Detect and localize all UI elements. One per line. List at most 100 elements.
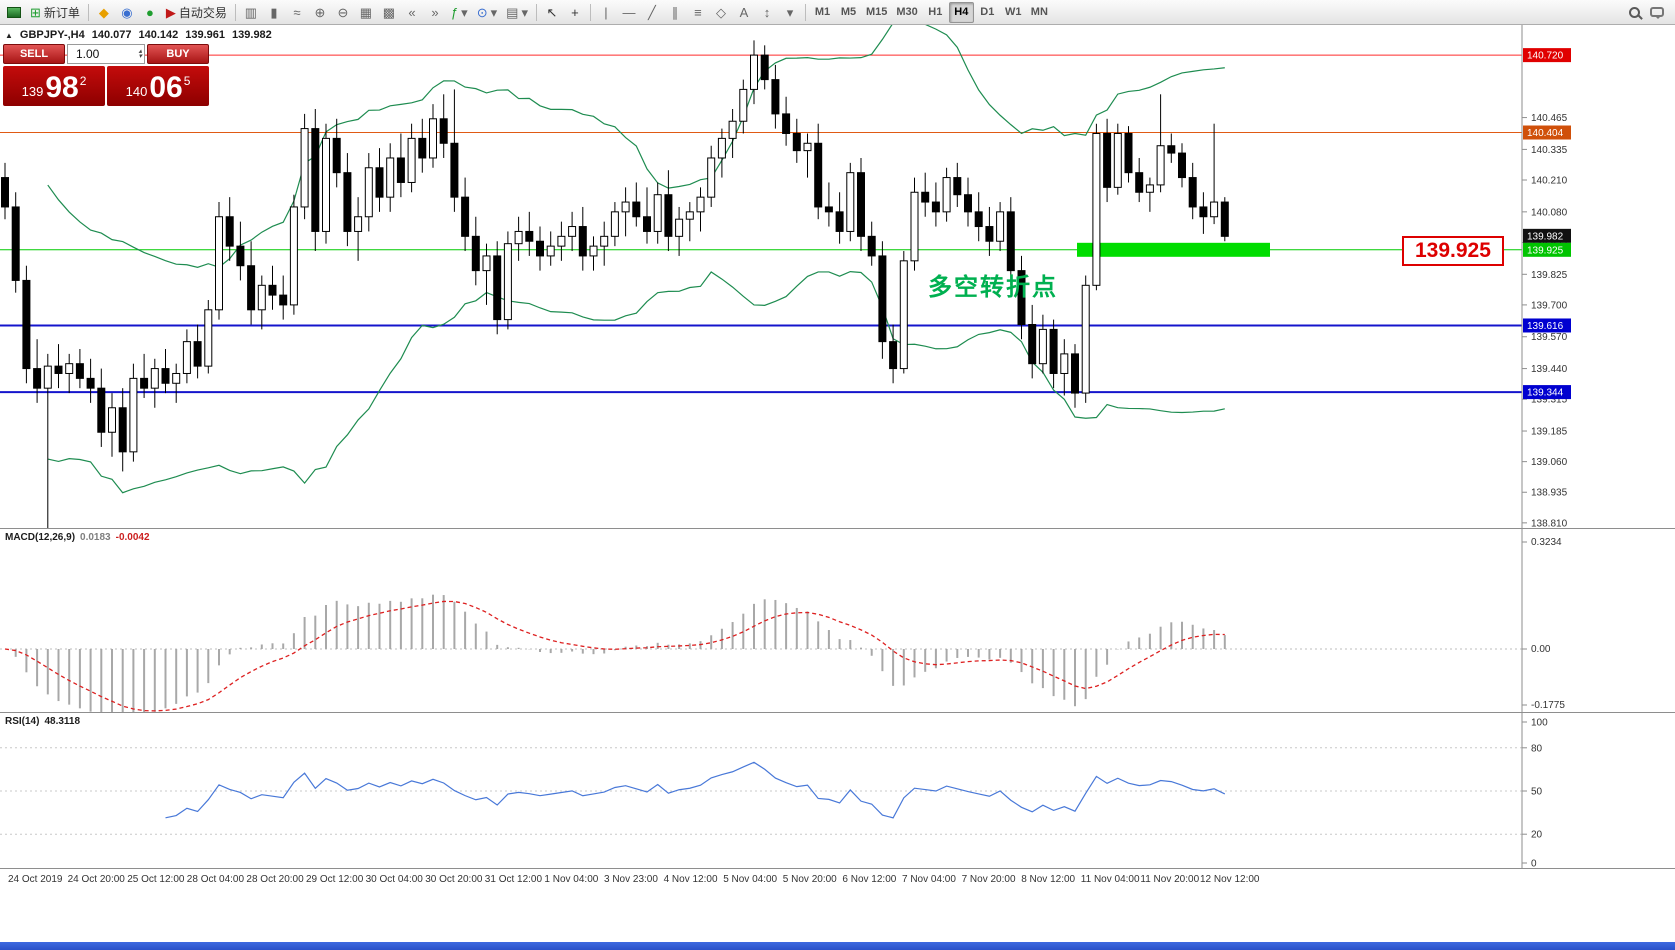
vertical-line-tool-button[interactable]: | — [595, 2, 617, 23]
fibonacci-tool-button[interactable]: ≡ — [687, 2, 709, 23]
toolbar-separator — [804, 3, 806, 21]
trendline-tool-button[interactable]: ╱ — [641, 2, 663, 23]
rsi-scale-label: 0 — [1531, 859, 1537, 869]
time-axis-label: 1 Nov 04:00 — [544, 874, 599, 885]
timeframe-mn-button[interactable]: MN — [1030, 6, 1048, 18]
text-tool-button[interactable]: A — [733, 2, 755, 23]
price-tick-label: 140.080 — [1531, 207, 1568, 218]
macd-chart[interactable]: 0.3234 0.00 -0.1775 — [0, 529, 1675, 712]
volume-spinner[interactable]: ▴ ▾ — [138, 48, 142, 60]
shapes-icon: ◇ — [715, 4, 726, 20]
bid-price-button[interactable]: 139 98 2 — [3, 66, 105, 106]
timeframe-m1-button[interactable]: M1 — [814, 6, 831, 18]
spinner-down-icon[interactable]: ▾ — [138, 53, 142, 60]
indicators-icon: ƒ — [450, 4, 459, 20]
ask-point: 5 — [183, 74, 191, 88]
time-axis-label: 30 Oct 04:00 — [365, 874, 423, 885]
horizontal-line-icon: — — [622, 4, 636, 20]
high-value: 140.142 — [138, 29, 179, 41]
timeframe-m30-button[interactable]: M30 — [896, 6, 918, 18]
new-order-icon: ⊞ — [30, 4, 41, 20]
price-tick-label: 138.810 — [1531, 518, 1568, 528]
timeframe-h4-button[interactable]: H4 — [948, 1, 974, 23]
cursor-tool-button[interactable]: ↖ — [541, 2, 563, 23]
metaeditor-button[interactable]: ◆ — [93, 2, 115, 23]
auto-scroll-button[interactable]: » — [424, 2, 446, 23]
collapse-panel-icon[interactable]: ▲ — [5, 30, 13, 40]
candles-layer — [1, 40, 1229, 528]
time-axis-label: 25 Oct 12:00 — [127, 874, 185, 885]
terminal-logo-button[interactable] — [3, 2, 25, 23]
timeframe-h1-button[interactable]: H1 — [928, 6, 943, 18]
rsi-scale-label: 80 — [1531, 743, 1543, 754]
spinner-up-icon[interactable]: ▴ — [138, 48, 142, 55]
time-axis-label: 6 Nov 12:00 — [842, 874, 897, 885]
ask-price-button[interactable]: 140 06 5 — [107, 66, 209, 106]
sell-button[interactable]: SELL — [3, 44, 65, 64]
chart-shift-button[interactable]: « — [401, 2, 423, 23]
cascade-windows-button[interactable]: ▩ — [378, 2, 400, 23]
support-highlight-band[interactable] — [1077, 242, 1270, 257]
chat-icon[interactable] — [1650, 7, 1664, 19]
price-marker-text: 139.616 — [1527, 321, 1564, 332]
fibonacci-icon: ≡ — [694, 4, 702, 20]
chevron-down-icon: ▾ — [786, 4, 794, 20]
timeframe-m5-button[interactable]: M5 — [840, 6, 857, 18]
candlestick-chart[interactable]: 140.465140.335140.210140.080139.955139.8… — [0, 25, 1675, 528]
open-value: 140.077 — [91, 29, 132, 41]
toolbar-separator — [589, 3, 591, 21]
macd-signal-value: -0.0042 — [115, 532, 150, 543]
buy-button[interactable]: BUY — [147, 44, 209, 64]
rsi-chart[interactable]: 100 80 50 20 0 — [0, 713, 1675, 868]
volume-value: 1.00 — [76, 47, 100, 61]
volume-input[interactable]: 1.00 ▴ ▾ — [67, 44, 145, 64]
time-axis-label: 8 Nov 12:00 — [1021, 874, 1076, 885]
tile-windows-icon: ▦ — [359, 4, 373, 20]
rsi-line — [165, 761, 1226, 819]
rsi-label: RSI(14) 48.3118 — [5, 716, 81, 727]
periods-dropdown-button[interactable]: ⊙ ▾ — [473, 2, 501, 23]
timeframe-d1-button[interactable]: D1 — [980, 6, 995, 18]
horizontal-line-tool-button[interactable]: — — [618, 2, 640, 23]
zoom-out-button[interactable]: ⊖ — [332, 2, 354, 23]
indicators-button[interactable]: ƒ ▾ — [447, 2, 472, 23]
time-axis-label: 7 Nov 20:00 — [961, 874, 1016, 885]
macd-main-value: 0.0183 — [80, 532, 111, 543]
community-icon: ◉ — [121, 4, 133, 20]
bar-chart-button[interactable]: ▥ — [240, 2, 262, 23]
tile-windows-button[interactable]: ▦ — [355, 2, 377, 23]
zoom-in-button[interactable]: ⊕ — [309, 2, 331, 23]
macd-scale-label: -0.1775 — [1531, 700, 1565, 711]
price-tick-label: 140.465 — [1531, 113, 1568, 124]
vertical-line-icon: | — [604, 4, 608, 20]
metaquotes-icon: ◆ — [98, 4, 109, 20]
time-axis[interactable]: 24 Oct 2019 24 Oct 20:00 25 Oct 12:00 28 Oc… — [0, 868, 1675, 890]
arrows-tool-button[interactable]: ↕ — [756, 2, 778, 23]
new-order-button[interactable]: ⊞ 新订单 — [26, 2, 84, 23]
shapes-tool-button[interactable]: ◇ — [710, 2, 732, 23]
rsi-scale-label: 20 — [1531, 830, 1543, 841]
candlestick-chart-button[interactable]: ▮ — [263, 2, 285, 23]
low-value: 139.961 — [185, 29, 226, 41]
bid-point: 2 — [79, 74, 87, 88]
support-resistance-lines — [0, 54, 1522, 394]
crosshair-tool-button[interactable]: + — [564, 2, 586, 23]
channel-tool-button[interactable]: ∥ — [664, 2, 686, 23]
auto-scroll-icon: » — [431, 4, 439, 20]
macd-label: MACD(12,26,9) 0.0183 -0.0042 — [5, 532, 150, 543]
price-tick-label: 139.440 — [1531, 364, 1568, 375]
market-button[interactable]: ● — [139, 2, 161, 23]
search-icon[interactable] — [1629, 6, 1640, 18]
more-tools-button[interactable]: ▾ — [779, 2, 801, 23]
line-chart-button[interactable]: ≈ — [286, 2, 308, 23]
timeframe-m15-button[interactable]: M15 — [865, 6, 888, 18]
templates-dropdown-button[interactable]: ▤ ▾ — [502, 2, 532, 23]
toolbar-separator — [535, 3, 537, 21]
price-tick-label: 139.825 — [1531, 270, 1568, 281]
bar-chart-icon: ▥ — [244, 4, 258, 20]
community-button[interactable]: ◉ — [116, 2, 138, 23]
price-scale[interactable]: 140.465140.335140.210140.080139.955139.8… — [1521, 25, 1571, 528]
timeframe-group: M1 M5 M15 M30 H1 H4 D1 W1 MN — [810, 1, 1052, 23]
auto-trading-button[interactable]: ▶ 自动交易 — [162, 2, 231, 23]
timeframe-w1-button[interactable]: W1 — [1005, 6, 1022, 18]
